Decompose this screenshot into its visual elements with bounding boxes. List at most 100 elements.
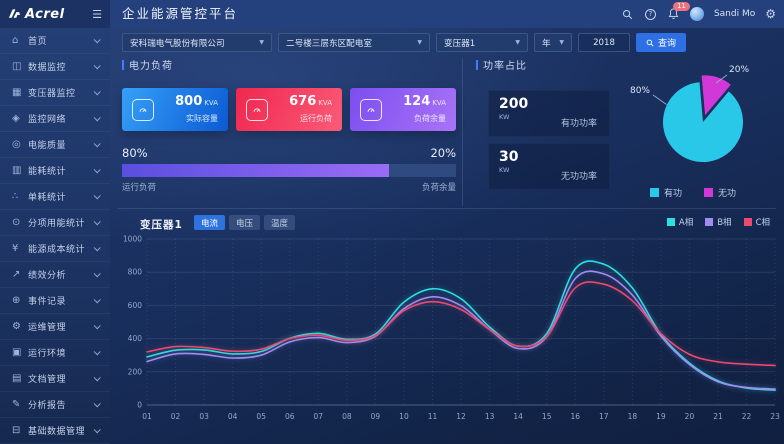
database-icon: ⊟ xyxy=(12,425,21,436)
company-select[interactable]: 安科瑞电气股份有限公司 ▼ xyxy=(122,33,272,52)
sidebar-item-3[interactable]: ◈ 监控网络 xyxy=(0,106,110,132)
help-icon[interactable]: ? xyxy=(644,8,657,21)
card-value: 124 KVA xyxy=(403,94,446,109)
sidebar-menu: ⌂ 首页 ◫ 数据监控 ▦ 变压器监控 ◈ 监控网络 ◎ 电能质量 ▥ 能耗统计 ∴ 单耗统计 ⊙ 分项用能统… xyxy=(0,28,110,444)
search-icon[interactable] xyxy=(621,8,634,21)
sidebar-item-13[interactable]: ▤ 文档管理 xyxy=(0,366,110,392)
menu-toggle-icon[interactable]: ☰ xyxy=(92,7,102,21)
sidebar-item-label: 文档管理 xyxy=(28,375,67,385)
gauge-icon xyxy=(132,98,154,121)
chart-legend-item-0[interactable]: A相 xyxy=(666,216,693,228)
performance-icon: ↗ xyxy=(12,269,21,280)
sidebar-item-label: 数据监控 xyxy=(28,63,67,73)
sidebar-item-label: 分析报告 xyxy=(28,401,67,411)
svg-text:19: 19 xyxy=(656,412,666,421)
header: Acrel ☰ 企业能源管控平台 ? 11 Sandi Mo ⚙ xyxy=(0,0,784,28)
sidebar-item-9[interactable]: ↗ 绩效分析 xyxy=(0,262,110,288)
sidebar-item-15[interactable]: ⊟ 基础数据管理 xyxy=(0,418,110,444)
load-card-0: 800 KVA 实际容量 xyxy=(122,88,228,131)
sidebar-item-2[interactable]: ▦ 变压器监控 xyxy=(0,80,110,106)
sidebar-item-4[interactable]: ◎ 电能质量 xyxy=(0,132,110,158)
load-progress-bar xyxy=(122,164,456,177)
ratio-value: 200 xyxy=(499,96,529,112)
sidebar-item-12[interactable]: ▣ 运行环境 xyxy=(0,340,110,366)
chevron-down-icon xyxy=(93,114,101,122)
transformer-select[interactable]: 变压器1 ▼ xyxy=(436,33,528,52)
chart-legend-item-1[interactable]: B相 xyxy=(705,216,732,228)
transformer-monitor-icon: ▦ xyxy=(12,87,22,98)
pie-slice-reactive[interactable] xyxy=(701,75,731,116)
chevron-down-icon: ▼ xyxy=(515,39,520,46)
legend-swatch xyxy=(705,218,714,226)
section-accent-bar xyxy=(476,59,478,70)
ratio-card-0: 200 KW 有功功率 xyxy=(488,90,610,137)
svg-text:200: 200 xyxy=(128,367,143,376)
avatar[interactable] xyxy=(689,7,704,21)
svg-text:16: 16 xyxy=(570,412,580,421)
svg-text:17: 17 xyxy=(599,412,609,421)
sidebar-item-14[interactable]: ✎ 分析报告 xyxy=(0,392,110,418)
svg-text:22: 22 xyxy=(742,412,752,421)
svg-text:800: 800 xyxy=(128,268,143,277)
legend-item-reactive[interactable]: 无功 xyxy=(704,186,736,199)
svg-text:14: 14 xyxy=(513,412,523,421)
user-name[interactable]: Sandi Mo xyxy=(713,9,756,19)
svg-text:1000: 1000 xyxy=(123,235,142,244)
svg-text:08: 08 xyxy=(342,412,352,421)
callout-line xyxy=(715,74,728,84)
chevron-down-icon xyxy=(93,62,101,70)
chart-legend-item-2[interactable]: C相 xyxy=(743,216,770,228)
legend-swatch xyxy=(704,188,714,197)
page-title: 企业能源管控平台 xyxy=(122,6,239,21)
svg-text:05: 05 xyxy=(256,412,266,421)
svg-text:04: 04 xyxy=(228,412,238,421)
query-button[interactable]: 查询 xyxy=(636,33,687,52)
power-load-title: 电力负荷 xyxy=(122,57,173,72)
sidebar-item-7[interactable]: ⊙ 分项用能统计 xyxy=(0,210,110,236)
callout-line xyxy=(652,94,667,105)
sidebar-item-6[interactable]: ∴ 单耗统计 xyxy=(0,184,110,210)
chart-tab-1[interactable]: 电压 xyxy=(229,215,261,230)
sidebar-item-label: 单耗统计 xyxy=(28,193,67,203)
room-select[interactable]: 二号楼三层东区配电室 ▼ xyxy=(278,33,430,52)
svg-text:11: 11 xyxy=(428,412,438,421)
svg-text:10: 10 xyxy=(399,412,409,421)
period-select[interactable]: 年 ▼ xyxy=(534,33,572,52)
sidebar-item-5[interactable]: ▥ 能耗统计 xyxy=(0,158,110,184)
chevron-down-icon xyxy=(93,374,101,382)
line-chart: 0 200 400 600 800 1000 01 02 03 04 05 06 07 08 09 10 11 1… xyxy=(118,234,782,434)
year-input[interactable] xyxy=(578,33,630,52)
subitem-energy-icon: ⊙ xyxy=(12,217,21,228)
legend-item-active[interactable]: 有功 xyxy=(650,186,682,199)
sidebar-item-label: 绩效分析 xyxy=(28,271,67,281)
ratio-unit: KW xyxy=(499,166,510,174)
card-value: 676 KVA xyxy=(289,94,332,109)
sidebar-item-1[interactable]: ◫ 数据监控 xyxy=(0,54,110,80)
power-ratio-pie: 80% 20% xyxy=(613,64,784,184)
sidebar-item-8[interactable]: ¥ 能源成本统计 xyxy=(0,236,110,262)
legend-swatch xyxy=(650,188,659,197)
chart-tab-0[interactable]: 电流 xyxy=(194,215,226,230)
load-card-2: 124 KVA 负荷余量 xyxy=(350,88,456,131)
sidebar-item-0[interactable]: ⌂ 首页 xyxy=(0,28,110,54)
ratio-value: 30 xyxy=(499,149,519,165)
search-icon xyxy=(646,39,654,47)
environment-icon: ▣ xyxy=(12,347,22,358)
gear-icon[interactable]: ⚙ xyxy=(765,7,776,21)
data-monitor-icon: ◫ xyxy=(12,61,22,72)
legend-swatch xyxy=(666,218,675,226)
sidebar-item-label: 基础数据管理 xyxy=(28,427,86,437)
energy-cost-icon: ¥ xyxy=(12,243,19,254)
pie-slice-active[interactable] xyxy=(662,82,743,163)
chevron-down-icon xyxy=(93,140,101,148)
sidebar-item-11[interactable]: ⚙ 运维管理 xyxy=(0,314,110,340)
sidebar-item-label: 事件记录 xyxy=(28,297,67,307)
chart-tab-2[interactable]: 温度 xyxy=(264,215,296,230)
notification-bell-icon[interactable]: 11 xyxy=(667,1,690,21)
sidebar-item-10[interactable]: ⊕ 事件记录 xyxy=(0,288,110,314)
gauge-icon xyxy=(360,98,382,121)
svg-text:09: 09 xyxy=(371,412,381,421)
series-line-C相 xyxy=(146,281,776,367)
line-chart-svg: 0 200 400 600 800 1000 01 02 03 04 05 06 07 08 09 10 11 1… xyxy=(123,235,780,422)
